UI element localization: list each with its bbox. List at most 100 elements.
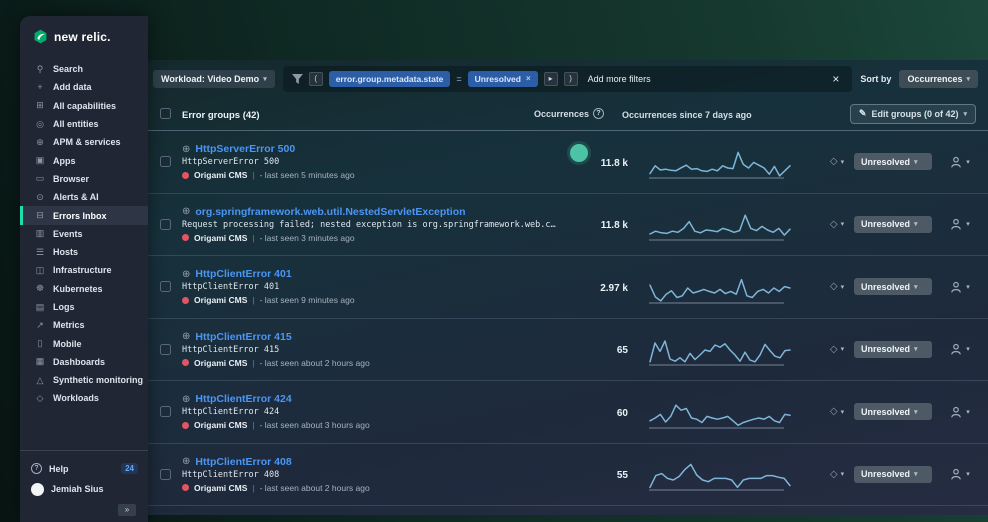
sidebar-item[interactable]: ↗ Metrics xyxy=(20,316,148,334)
row-checkbox[interactable] xyxy=(159,281,171,293)
sidebar-item[interactable]: ▦ Dashboards xyxy=(20,353,148,371)
assignee-dropdown[interactable]: ▾ xyxy=(932,343,988,355)
sidebar-item[interactable]: ⊞ All capabilities xyxy=(20,97,148,115)
sidebar-item-label: Workloads xyxy=(53,393,99,404)
entity-link[interactable]: Origami CMS xyxy=(194,420,248,431)
chevron-down-icon: ▾ xyxy=(966,221,970,229)
entity-link[interactable]: Origami CMS xyxy=(194,482,248,493)
add-more-filters[interactable]: Add more filters xyxy=(587,73,651,84)
error-group-title-link[interactable]: HttpClientError 408 xyxy=(195,455,292,468)
chevron-down-icon: ▾ xyxy=(963,110,967,118)
status-dropdown[interactable]: Unresolved ▾ xyxy=(854,340,932,358)
occurrences-sparkline xyxy=(649,463,791,491)
sidebar-item[interactable]: ⊕ APM & services xyxy=(20,133,148,151)
row-checkbox[interactable] xyxy=(159,468,171,480)
expected-toggle-dropdown[interactable]: ◇ ▾ xyxy=(820,469,854,480)
assignee-dropdown[interactable]: ▾ xyxy=(932,406,988,418)
status-dropdown[interactable]: Unresolved ▾ xyxy=(854,215,932,233)
table-header: Error groups (42) Occurrences ? Occurren… xyxy=(148,97,988,131)
entity-link[interactable]: Origami CMS xyxy=(194,295,248,306)
chevron-down-icon: ▾ xyxy=(914,221,918,229)
sidebar-item[interactable]: ▣ Apps xyxy=(20,151,148,169)
edit-groups-button[interactable]: ✎ Edit groups (0 of 42) ▾ xyxy=(849,103,976,124)
sidebar-item[interactable]: + Add data xyxy=(20,78,148,96)
sidebar-item-label: Alerts & AI xyxy=(53,192,99,203)
error-group-title-link[interactable]: org.springframework.web.util.NestedServl… xyxy=(195,205,466,218)
sidebar-item[interactable]: △ Synthetic monitoring xyxy=(20,371,148,389)
occurrences-sparkline xyxy=(649,278,791,304)
sort-dropdown[interactable]: Occurrences ▾ xyxy=(899,69,978,88)
sidebar-item[interactable]: ▯ Mobile xyxy=(20,334,148,352)
diamond-icon: ◇ xyxy=(829,468,838,480)
error-group-title-link[interactable]: HttpClientError 415 xyxy=(195,330,292,343)
sidebar-item-label: Apps xyxy=(53,155,76,166)
error-group-row: ⊕ HttpClientError 408 HttpClientError 40… xyxy=(148,444,988,506)
error-group-title-link[interactable]: HttpClientError 401 xyxy=(195,268,292,281)
error-group-title-link[interactable]: HttpServerError 500 xyxy=(195,143,296,156)
status-dropdown[interactable]: Unresolved ▾ xyxy=(854,465,932,483)
expected-toggle-dropdown[interactable]: ◇ ▾ xyxy=(820,156,854,167)
row-checkbox[interactable] xyxy=(159,343,171,355)
assignee-dropdown[interactable]: ▾ xyxy=(932,218,988,230)
error-message: HttpClientError 415 xyxy=(182,344,280,355)
entity-link[interactable]: Origami CMS xyxy=(194,232,248,243)
assignee-dropdown[interactable]: ▾ xyxy=(932,468,988,480)
select-all-checkbox[interactable] xyxy=(159,108,171,119)
row-checkbox[interactable] xyxy=(159,218,171,230)
open-paren-button[interactable]: ( xyxy=(308,71,323,86)
error-group-title-link[interactable]: HttpClientError 424 xyxy=(195,393,292,406)
expected-toggle-dropdown[interactable]: ◇ ▾ xyxy=(820,406,854,417)
entity-link[interactable]: Origami CMS xyxy=(194,170,248,181)
entity-link[interactable]: Origami CMS xyxy=(194,357,248,368)
workload-selector[interactable]: Workload: Video Demo ▾ xyxy=(153,69,275,88)
infrastructure-icon: ◫ xyxy=(35,264,45,275)
last-seen-text: - last seen 5 minutes ago xyxy=(259,170,355,181)
sidebar-item[interactable]: ◫ Infrastructure xyxy=(20,261,148,279)
status-dropdown[interactable]: Unresolved ▾ xyxy=(854,278,932,296)
filter-value-chip[interactable]: Unresolved × xyxy=(467,70,538,87)
expected-toggle-dropdown[interactable]: ◇ ▾ xyxy=(820,219,854,230)
logs-icon: ▤ xyxy=(35,301,45,312)
chevron-down-icon: ▾ xyxy=(840,221,845,229)
chevron-down-icon: ▾ xyxy=(840,471,845,479)
remove-filter-icon[interactable]: × xyxy=(525,74,531,83)
help-icon: ? xyxy=(31,463,42,474)
sidebar-item[interactable]: ◇ Workloads xyxy=(20,389,148,407)
clear-filters-icon[interactable]: × xyxy=(832,71,840,86)
status-dropdown[interactable]: Unresolved ▾ xyxy=(854,403,932,421)
sidebar-collapse-button[interactable]: » xyxy=(118,504,136,516)
status-dropdown[interactable]: Unresolved ▾ xyxy=(854,153,932,171)
sidebar-item[interactable]: ▥ Events xyxy=(20,225,148,243)
sidebar-item[interactable]: ◎ All entities xyxy=(20,115,148,133)
row-checkbox[interactable] xyxy=(159,156,171,168)
user-menu[interactable]: Jemiah Sius xyxy=(31,478,138,500)
sidebar-item[interactable]: ▭ Browser xyxy=(20,170,148,188)
sidebar-item-label: Errors Inbox xyxy=(53,210,107,221)
occurrences-sparkline xyxy=(649,151,791,179)
sidebar-item[interactable]: ▤ Logs xyxy=(20,298,148,316)
last-seen-text: - last seen 3 minutes ago xyxy=(259,232,355,243)
chevron-down-icon: ▾ xyxy=(966,158,970,166)
chevron-down-icon: ▾ xyxy=(840,408,845,416)
expected-toggle-dropdown[interactable]: ◇ ▾ xyxy=(820,344,854,355)
filter-input[interactable]: ( error.group.metadata.state = Unresolve… xyxy=(282,65,853,92)
occurrences-sparkline xyxy=(649,214,791,241)
close-paren-button[interactable]: ) xyxy=(563,71,578,86)
sidebar-item-label: Hosts xyxy=(53,247,79,258)
sidebar-item[interactable]: ⚲ Search xyxy=(20,60,148,78)
info-icon[interactable]: ? xyxy=(593,108,604,119)
error-message: HttpClientError 401 xyxy=(182,282,280,293)
expected-toggle-dropdown[interactable]: ◇ ▾ xyxy=(820,281,854,292)
sidebar-item[interactable]: ☰ Hosts xyxy=(20,243,148,261)
sidebar-item[interactable]: ☸ Kubernetes xyxy=(20,280,148,298)
row-checkbox[interactable] xyxy=(159,406,171,418)
sidebar-item[interactable]: ⊙ Alerts & AI xyxy=(20,188,148,206)
filter-field-chip[interactable]: error.group.metadata.state xyxy=(328,70,451,87)
run-query-button[interactable]: ▸ xyxy=(543,71,558,86)
assignee-dropdown[interactable]: ▾ xyxy=(932,281,988,293)
assignee-icon xyxy=(951,219,961,230)
sidebar-item[interactable]: ⊟ Errors Inbox xyxy=(20,206,148,225)
assignee-dropdown[interactable]: ▾ xyxy=(932,156,988,168)
new-relic-logo[interactable]: new relic. xyxy=(20,16,148,52)
help-item[interactable]: ? Help 24 xyxy=(31,459,138,478)
